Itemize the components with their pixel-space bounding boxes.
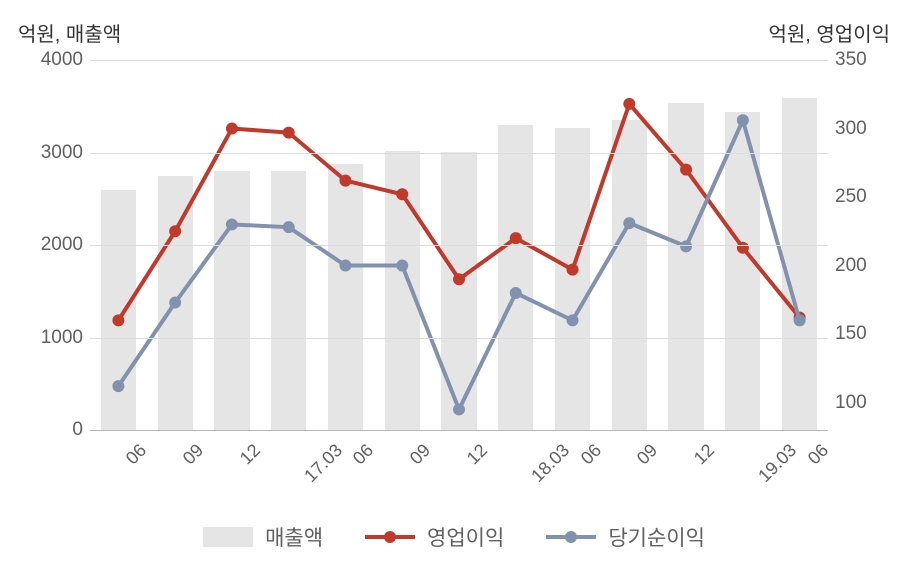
y-left-tick-label: 4000 — [3, 49, 83, 71]
legend-label: 당기순이익 — [608, 522, 705, 552]
line-marker — [567, 264, 579, 276]
line-marker — [510, 232, 522, 244]
line-marker — [169, 225, 181, 237]
line-marker — [794, 314, 806, 326]
y-left-axis-title: 억원, 매출액 — [18, 18, 121, 47]
line-marker — [623, 217, 635, 229]
y-right-tick-label: 150 — [835, 323, 867, 345]
y-left-tick-label: 3000 — [3, 142, 83, 164]
y-right-tick-label: 250 — [835, 186, 867, 208]
legend-item-net-profit: 당기순이익 — [546, 522, 705, 552]
line-marker — [453, 403, 465, 415]
x-axis-baseline — [90, 430, 828, 431]
line-series — [118, 104, 799, 321]
y-left-tick-label: 0 — [3, 419, 83, 441]
y-left-tick-label: 1000 — [3, 327, 83, 349]
line-marker — [680, 240, 692, 252]
y-right-tick-label: 300 — [835, 118, 867, 140]
legend-label: 매출액 — [265, 522, 323, 552]
y-right-axis-title: 억원, 영업이익 — [768, 18, 890, 47]
line-marker — [112, 380, 124, 392]
line-marker — [283, 221, 295, 233]
gridline — [90, 153, 828, 154]
y-right-tick-label: 350 — [835, 49, 867, 71]
line-marker — [226, 218, 238, 230]
line-marker — [737, 114, 749, 126]
line-marker — [737, 242, 749, 254]
line-marker — [226, 123, 238, 135]
line-series — [118, 120, 799, 409]
line-marker — [567, 314, 579, 326]
legend-item-operating-profit: 영업이익 — [365, 522, 504, 552]
legend-swatch-line-blue — [546, 535, 596, 539]
line-marker — [169, 297, 181, 309]
financial-chart: 억원, 매출액 억원, 영업이익 매출액 영업이익 당기순이익 — [0, 0, 908, 580]
line-marker — [339, 175, 351, 187]
gridline — [90, 338, 828, 339]
line-marker — [510, 287, 522, 299]
gridline — [90, 245, 828, 246]
y-right-tick-label: 200 — [835, 255, 867, 277]
legend-swatch-bar — [203, 527, 253, 547]
line-marker — [112, 314, 124, 326]
line-marker — [396, 260, 408, 272]
line-marker — [623, 98, 635, 110]
legend-swatch-line-red — [365, 535, 415, 539]
line-marker — [396, 188, 408, 200]
line-marker — [680, 164, 692, 176]
legend-item-sales: 매출액 — [203, 522, 323, 552]
y-right-tick-label: 100 — [835, 392, 867, 414]
line-marker — [453, 273, 465, 285]
line-marker — [339, 260, 351, 272]
legend: 매출액 영업이익 당기순이익 — [0, 522, 908, 552]
y-left-tick-label: 2000 — [3, 234, 83, 256]
legend-label: 영업이익 — [427, 522, 504, 552]
line-marker — [283, 127, 295, 139]
gridline — [90, 60, 828, 61]
plot-area — [90, 60, 828, 430]
